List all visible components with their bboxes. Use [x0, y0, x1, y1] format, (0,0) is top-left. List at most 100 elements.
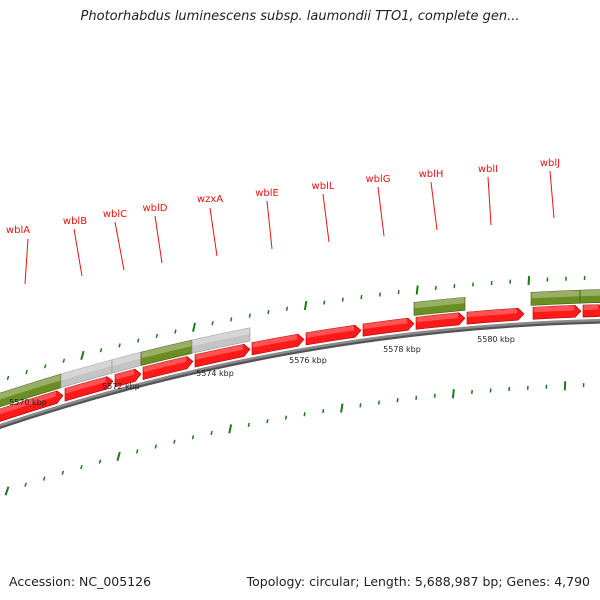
scale-tick: [433, 393, 436, 398]
gene-highlight: [195, 344, 243, 360]
gene-arrow[interactable]: [0, 390, 64, 423]
scale-tick: [546, 277, 549, 282]
scale-label: 5576 kbp: [289, 356, 327, 365]
scale-tick: [154, 444, 158, 449]
scale-tick: [4, 486, 10, 496]
feature-block[interactable]: [191, 327, 251, 354]
genome-backbone: [0, 318, 600, 427]
scale-tick: [583, 275, 586, 281]
gene-highlight: [143, 356, 186, 373]
map-title: Photorhabdus luminescens subsp. laumondi…: [80, 9, 520, 24]
feature-highlight: [141, 340, 192, 359]
gene-arrow[interactable]: [64, 376, 114, 402]
scale-tick: [360, 294, 363, 300]
feature-highlight: [414, 297, 465, 309]
scale-tick: [341, 297, 344, 302]
gene-highlight: [252, 334, 297, 348]
gene-label[interactable]: wblG: [365, 174, 390, 185]
gene-arrow[interactable]: [194, 343, 251, 368]
gene-arrow[interactable]: [305, 324, 362, 346]
scale-label: 5574 kbp: [196, 369, 234, 378]
scale-tick: [415, 395, 418, 400]
gene-arrow[interactable]: [466, 307, 525, 325]
gene-label[interactable]: wblE: [255, 188, 279, 199]
gene-highlight: [363, 318, 407, 330]
gene-label-leader: [114, 221, 125, 271]
scale-tick: [303, 300, 308, 311]
gene-arrow[interactable]: [142, 356, 194, 380]
gene-label-leader: [322, 193, 330, 243]
scale-tick: [155, 333, 159, 339]
gene-highlight: [583, 304, 598, 311]
scale-tick: [322, 408, 325, 414]
gene-arrow[interactable]: [582, 304, 600, 318]
gene-highlight: [65, 376, 106, 394]
backbone-shadow: [0, 319, 600, 429]
scale-tick: [43, 364, 47, 369]
gene-label[interactable]: wblD: [142, 203, 167, 214]
scale-tick: [582, 383, 585, 388]
gene-label[interactable]: wblA: [6, 225, 30, 236]
gene-highlight: [115, 369, 134, 380]
scale-tick: [136, 338, 140, 343]
feature-highlight: [112, 352, 141, 366]
gene-label[interactable]: wblL: [312, 181, 335, 192]
scale-tick: [434, 285, 437, 291]
gene-label-leader: [377, 186, 385, 237]
scale-tick: [526, 385, 529, 390]
genome-summary-text: Topology: circular; Length: 5,688,987 bp…: [246, 574, 590, 589]
scale-tick: [472, 282, 474, 287]
scale-tick: [210, 430, 213, 436]
scale-tick: [471, 389, 473, 395]
feature-block[interactable]: [413, 296, 466, 316]
gene-label[interactable]: wblI: [478, 164, 498, 175]
scale-tick: [118, 343, 121, 348]
gene-label-leader: [154, 215, 163, 264]
gene-highlight: [467, 308, 517, 318]
scale-tick: [62, 358, 66, 363]
scale-tick: [490, 280, 493, 286]
scale-tick: [116, 451, 121, 462]
scale-tick: [61, 470, 65, 475]
gene-highlight: [533, 305, 574, 313]
gene-arrow[interactable]: [251, 333, 305, 356]
scale-tick: [247, 422, 250, 428]
gene-highlight: [416, 312, 458, 323]
scale-tick: [191, 435, 195, 440]
scale-tick: [173, 439, 176, 444]
feature-highlight: [61, 359, 112, 381]
gene-arrow[interactable]: [362, 317, 415, 337]
gene-label-leader: [209, 207, 218, 257]
gene-arrow[interactable]: [114, 368, 142, 388]
gene-label-leader: [24, 238, 29, 285]
scale-tick: [80, 350, 85, 361]
scale-tick: [508, 386, 511, 392]
feature-highlight: [531, 290, 580, 299]
scale-tick: [397, 290, 400, 295]
scale-label: 5572 kbp: [102, 382, 140, 391]
scale-tick: [228, 424, 233, 434]
accession-text: Accession: NC_005126: [9, 574, 152, 589]
feature-block[interactable]: [579, 289, 600, 304]
scale-tick: [453, 284, 456, 289]
gene-label[interactable]: wblH: [419, 169, 444, 180]
scale-tick: [378, 292, 382, 297]
gene-arrow[interactable]: [532, 305, 582, 320]
gene-arrow[interactable]: [415, 312, 466, 330]
gene-label[interactable]: wblJ: [540, 158, 560, 169]
scale-label: 5578 kbp: [383, 345, 421, 354]
scale-tick: [211, 321, 214, 326]
feature-highlight: [192, 327, 250, 347]
scale-tick: [303, 412, 306, 417]
scale-tick: [359, 403, 362, 408]
gene-label[interactable]: wblB: [63, 216, 87, 227]
scale-tick: [192, 322, 196, 332]
scale-tick: [415, 285, 419, 295]
gene-label[interactable]: wblC: [103, 209, 127, 220]
scale-tick: [80, 465, 83, 470]
scale-tick: [396, 398, 399, 403]
scale-tick: [563, 381, 567, 391]
gene-label[interactable]: wzxA: [197, 194, 223, 205]
scale-tick: [509, 279, 512, 284]
